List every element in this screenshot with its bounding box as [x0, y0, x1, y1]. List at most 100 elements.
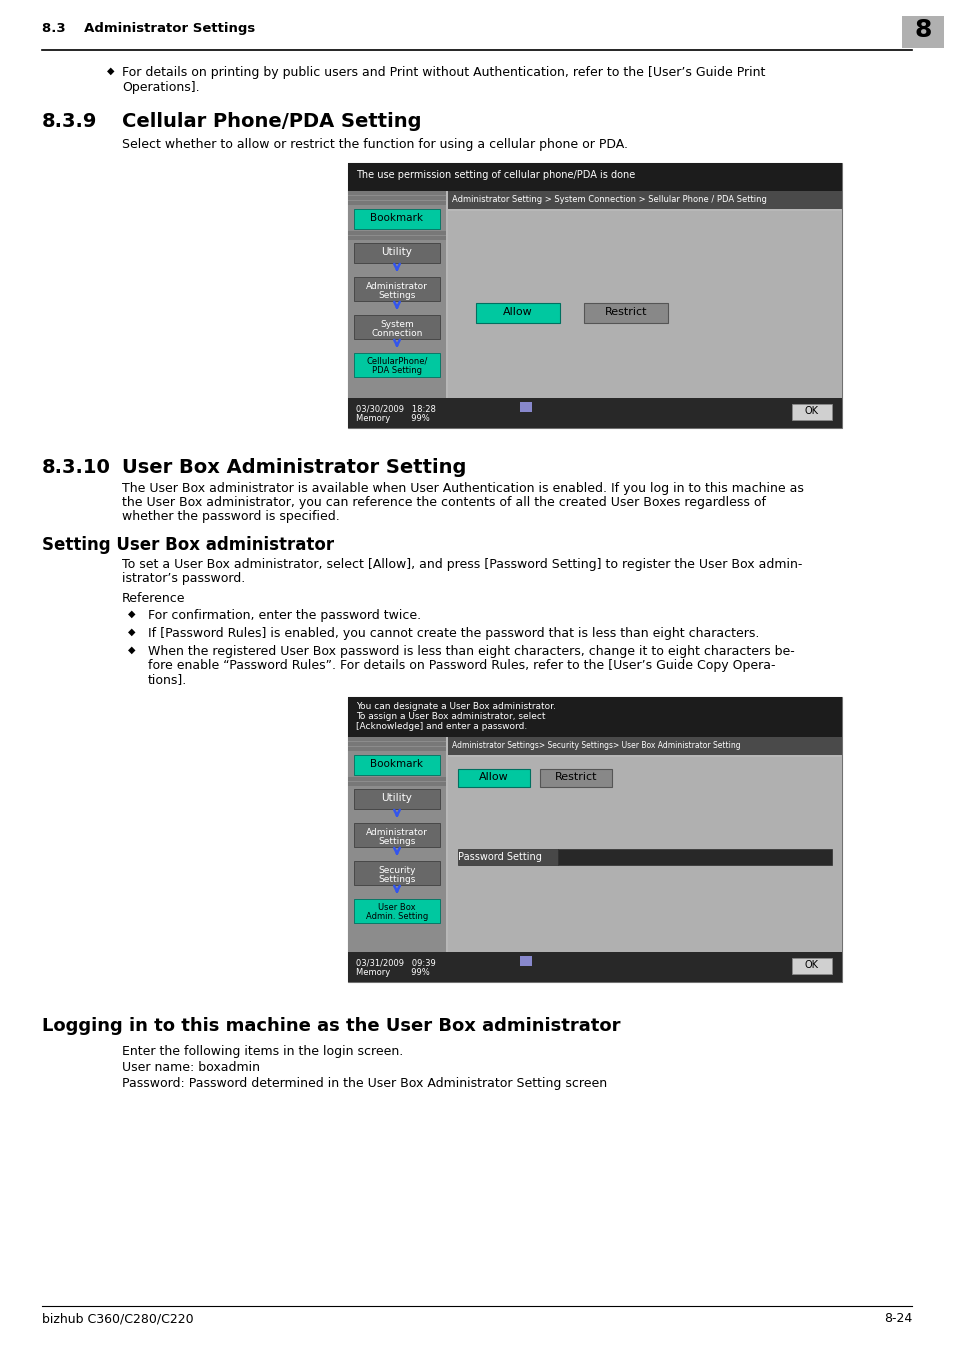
Text: OK: OK [804, 960, 818, 971]
Bar [354, 277, 439, 301]
Bar [901, 16, 943, 49]
Text: Reference: Reference [122, 593, 185, 605]
Text: Security: Security [377, 865, 416, 875]
Bar [457, 769, 530, 787]
Bar [348, 737, 446, 981]
Text: bizhub C360/C280/C220: bizhub C360/C280/C220 [42, 1312, 193, 1324]
Bar [448, 757, 841, 952]
Text: Restrict: Restrict [554, 772, 597, 782]
Text: Logging in to this machine as the User Box administrator: Logging in to this machine as the User B… [42, 1017, 619, 1035]
Bar [354, 755, 439, 775]
Text: Administrator: Administrator [366, 828, 428, 837]
Bar [448, 211, 841, 398]
Text: Utility: Utility [381, 792, 412, 803]
Text: 8: 8 [913, 18, 931, 42]
Bar [476, 302, 559, 323]
Text: tions].: tions]. [148, 674, 187, 686]
Text: To assign a User Box administrator, select: To assign a User Box administrator, sele… [355, 711, 545, 721]
Text: ◆: ◆ [107, 66, 114, 76]
Text: 8.3    Administrator Settings: 8.3 Administrator Settings [42, 22, 255, 35]
Text: 8.3.9: 8.3.9 [42, 112, 97, 131]
Text: For confirmation, enter the password twice.: For confirmation, enter the password twi… [148, 609, 420, 622]
Bar [354, 788, 439, 809]
Text: OK: OK [804, 406, 818, 416]
Bar [348, 163, 841, 428]
Bar [348, 697, 841, 737]
Bar [348, 782, 446, 786]
Text: To set a User Box administrator, select [Allow], and press [Password Setting] to: To set a User Box administrator, select … [122, 558, 801, 571]
Text: Password Setting: Password Setting [457, 852, 541, 863]
Text: ◆: ◆ [128, 626, 135, 637]
Bar [354, 352, 439, 377]
Bar [457, 849, 558, 865]
Text: Settings: Settings [378, 837, 416, 846]
Text: PDA Setting: PDA Setting [372, 366, 421, 375]
Text: the User Box administrator, you can reference the contents of all the created Us: the User Box administrator, you can refe… [122, 495, 765, 509]
Text: Memory        99%: Memory 99% [355, 968, 429, 977]
Bar [348, 196, 446, 200]
Bar [448, 190, 841, 209]
Bar [348, 398, 841, 428]
Text: Admin. Setting: Admin. Setting [366, 913, 428, 921]
Bar [354, 899, 439, 923]
Bar [519, 402, 532, 412]
Bar [348, 163, 841, 190]
Bar [354, 209, 439, 230]
Text: The use permission setting of cellular phone/PDA is done: The use permission setting of cellular p… [355, 170, 635, 180]
Bar [348, 190, 446, 428]
Text: ◆: ◆ [128, 645, 135, 655]
Text: Memory        99%: Memory 99% [355, 414, 429, 423]
Text: User name: boxadmin: User name: boxadmin [122, 1061, 260, 1075]
Bar [348, 697, 841, 981]
Text: Select whether to allow or restrict the function for using a cellular phone or P: Select whether to allow or restrict the … [122, 138, 627, 151]
Bar [448, 737, 841, 755]
Text: If [Password Rules] is enabled, you cannot create the password that is less than: If [Password Rules] is enabled, you cann… [148, 626, 759, 640]
Bar [348, 231, 446, 235]
Text: Administrator Settings> Security Settings> User Box Administrator Setting: Administrator Settings> Security Setting… [452, 741, 740, 751]
Bar [348, 778, 446, 782]
Bar [791, 958, 831, 973]
Text: The User Box administrator is available when User Authentication is enabled. If : The User Box administrator is available … [122, 482, 803, 495]
Text: Allow: Allow [502, 306, 533, 317]
Bar [354, 243, 439, 263]
Text: Bookmark: Bookmark [370, 213, 423, 223]
Bar [348, 201, 446, 205]
Bar [348, 747, 446, 751]
Text: Administrator Setting > System Connection > Sellular Phone / PDA Setting: Administrator Setting > System Connectio… [452, 194, 766, 204]
Text: Password: Password determined in the User Box Administrator Setting screen: Password: Password determined in the Use… [122, 1077, 606, 1089]
Bar [539, 769, 612, 787]
Text: Bookmark: Bookmark [370, 759, 423, 769]
Text: Allow: Allow [478, 772, 508, 782]
Text: istrator’s password.: istrator’s password. [122, 572, 245, 585]
Bar [354, 315, 439, 339]
Bar [558, 849, 831, 865]
Bar [348, 737, 446, 741]
Text: [Acknowledge] and enter a password.: [Acknowledge] and enter a password. [355, 722, 527, 730]
Text: Restrict: Restrict [604, 306, 646, 317]
Text: System: System [379, 320, 414, 329]
Text: User Box: User Box [377, 903, 416, 913]
Text: Administrator: Administrator [366, 282, 428, 292]
Text: Settings: Settings [378, 875, 416, 884]
Text: 8-24: 8-24 [882, 1312, 911, 1324]
Bar [348, 190, 446, 194]
Text: whether the password is specified.: whether the password is specified. [122, 510, 339, 522]
Bar [354, 861, 439, 886]
Bar [791, 404, 831, 420]
Text: ◆: ◆ [128, 609, 135, 620]
Bar [583, 302, 667, 323]
Text: Cellular Phone/PDA Setting: Cellular Phone/PDA Setting [122, 112, 421, 131]
Text: When the registered User Box password is less than eight characters, change it t: When the registered User Box password is… [148, 645, 794, 657]
Text: 03/31/2009   09:39: 03/31/2009 09:39 [355, 958, 436, 967]
Text: Connection: Connection [371, 329, 422, 338]
Bar [348, 743, 446, 747]
Bar [354, 824, 439, 846]
Text: fore enable “Password Rules”. For details on Password Rules, refer to the [User’: fore enable “Password Rules”. For detail… [148, 659, 775, 672]
Text: 03/30/2009   18:28: 03/30/2009 18:28 [355, 404, 436, 413]
Bar [519, 956, 532, 967]
Text: User Box Administrator Setting: User Box Administrator Setting [122, 458, 466, 477]
Text: For details on printing by public users and Print without Authentication, refer : For details on printing by public users … [122, 66, 764, 80]
Text: Settings: Settings [378, 292, 416, 300]
Text: Operations].: Operations]. [122, 81, 199, 95]
Text: CellularPhone/: CellularPhone/ [366, 356, 427, 366]
